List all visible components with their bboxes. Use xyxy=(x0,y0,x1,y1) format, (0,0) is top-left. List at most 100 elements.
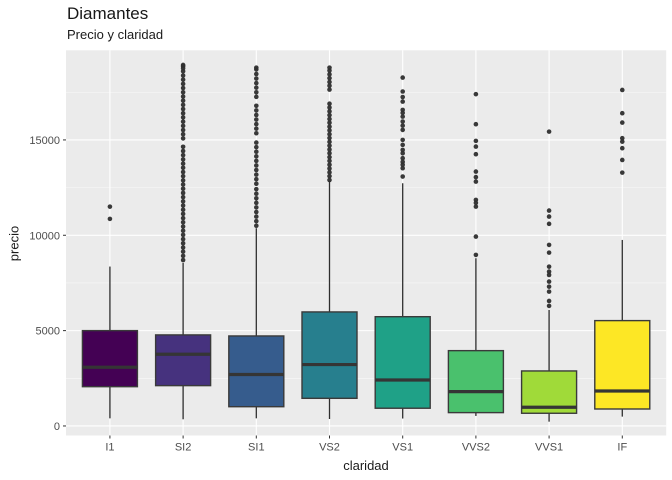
outlier-dot-SI2 xyxy=(180,203,186,208)
outlier-dot-VS2 xyxy=(327,177,332,183)
box-VS2 xyxy=(301,311,358,400)
outlier-dot-VVS2 xyxy=(473,234,479,239)
outlier-dot-SI1 xyxy=(254,218,259,224)
outlier-dot-VS2 xyxy=(327,83,332,89)
outlier-dot-SI2 xyxy=(180,220,186,225)
outlier-dot-SI2 xyxy=(180,257,186,263)
outlier-dot-VVS1 xyxy=(546,129,552,134)
outlier-dot-VS1 xyxy=(400,147,405,153)
outlier-dot-SI2 xyxy=(180,148,186,154)
outlier-dot-VS2 xyxy=(327,65,332,70)
outlier-dot-SI2 xyxy=(180,110,186,116)
outlier-dot-SI2 xyxy=(180,173,186,179)
outlier-dot-SI1 xyxy=(254,172,259,177)
outlier-dot-SI2 xyxy=(180,232,186,238)
outlier-dot-VS2 xyxy=(327,75,332,81)
outlier-dot-VVS2 xyxy=(473,252,479,258)
y-tick-label: 15000 xyxy=(29,135,60,147)
outlier-dot-SI2 xyxy=(180,161,186,166)
outlier-dot-SI2 xyxy=(180,127,186,133)
outlier-dot-VVS2 xyxy=(473,204,479,209)
chart-subtitle: Precio y claridad xyxy=(67,27,164,42)
outlier-dot-VVS1 xyxy=(546,272,552,278)
outlier-dot-VS2 xyxy=(327,105,332,110)
outlier-dot-VVS1 xyxy=(546,250,552,255)
outlier-dot-SI2 xyxy=(180,249,186,254)
outlier-dot-SI2 xyxy=(180,186,186,192)
x-tick-label: VS1 xyxy=(392,442,413,454)
outlier-dot-VVS2 xyxy=(473,179,479,184)
outlier-dot-SI2 xyxy=(180,178,186,183)
box-VS1 xyxy=(374,315,431,409)
outlier-dot-VVS1 xyxy=(546,279,552,284)
outlier-dot-VVS2 xyxy=(473,91,479,97)
x-tick-label: I1 xyxy=(105,442,114,454)
outlier-dot-SI1 xyxy=(254,117,259,122)
outlier-dot-VS2 xyxy=(327,131,332,137)
outlier-dot-SI2 xyxy=(180,253,186,259)
box-VVS2 xyxy=(447,349,505,414)
outlier-dot-SI2 xyxy=(180,62,186,68)
outlier-dot-SI2 xyxy=(180,119,186,124)
outlier-dot-SI1 xyxy=(254,214,259,219)
outlier-dot-SI1 xyxy=(254,112,259,118)
box-SI2 xyxy=(154,334,212,387)
outlier-dot-IF xyxy=(619,110,625,116)
outlier-dot-SI2 xyxy=(180,77,186,82)
outlier-dot-SI1 xyxy=(254,154,259,159)
outlier-dot-SI1 xyxy=(254,130,259,136)
outlier-dot-VS2 xyxy=(327,166,332,171)
outlier-dot-SI2 xyxy=(180,102,186,108)
y-tick-label: 0 xyxy=(54,421,60,433)
x-tick-label: SI2 xyxy=(175,442,192,454)
outlier-dot-VS2 xyxy=(327,87,332,92)
x-tick-label: VVS1 xyxy=(535,442,563,454)
outlier-dot-SI2 xyxy=(180,81,186,87)
outlier-dot-VS2 xyxy=(327,120,332,126)
outlier-dot-SI1 xyxy=(254,108,259,113)
outlier-dot-VVS1 xyxy=(546,221,552,227)
outlier-dot-VVS2 xyxy=(473,197,479,203)
outlier-dot-IF xyxy=(619,120,625,125)
outlier-dot-SI1 xyxy=(254,144,259,150)
outlier-dot-VS1 xyxy=(400,150,405,156)
outlier-dot-SI2 xyxy=(180,194,186,200)
outlier-dot-SI2 xyxy=(180,89,186,95)
outlier-dot-VS1 xyxy=(400,75,405,80)
outlier-dot-IF xyxy=(619,145,625,151)
outlier-dot-VVS1 xyxy=(546,264,552,269)
outlier-dot-SI2 xyxy=(180,115,186,120)
chart-title: Diamantes xyxy=(67,4,149,23)
outlier-dot-VVS2 xyxy=(473,151,479,157)
outlier-dot-SI1 xyxy=(254,65,259,70)
outlier-dot-VS1 xyxy=(400,99,405,104)
outlier-dot-VVS2 xyxy=(473,174,479,180)
outlier-dot-VS1 xyxy=(400,114,405,119)
outlier-dot-SI1 xyxy=(254,94,259,100)
x-tick-label: SI1 xyxy=(248,442,265,454)
outlier-dot-SI2 xyxy=(180,190,186,196)
outlier-dot-SI1 xyxy=(254,126,259,131)
outlier-dot-VVS1 xyxy=(546,298,552,304)
outlier-dot-SI1 xyxy=(254,200,259,206)
outlier-dot-VVS1 xyxy=(546,284,552,289)
outlier-dot-VS1 xyxy=(400,159,405,165)
y-tick-label: 10000 xyxy=(29,230,60,242)
outlier-dot-I1 xyxy=(107,204,113,209)
box-SI1 xyxy=(228,335,285,408)
outlier-dot-SI2 xyxy=(180,85,186,91)
outlier-dot-VS1 xyxy=(400,107,405,113)
outlier-dot-SI2 xyxy=(180,215,186,221)
outlier-dot-SI2 xyxy=(180,136,186,141)
outlier-dot-SI2 xyxy=(180,236,186,242)
outlier-dot-VS2 xyxy=(327,173,332,179)
outlier-dot-SI1 xyxy=(254,191,259,197)
outlier-dot-I1 xyxy=(107,216,113,222)
outlier-dot-VVS2 xyxy=(473,138,479,144)
x-tick-label: IF xyxy=(617,442,627,454)
box-I1 xyxy=(81,329,139,388)
outlier-dot-SI2 xyxy=(180,199,186,204)
outlier-dot-SI2 xyxy=(180,106,186,112)
